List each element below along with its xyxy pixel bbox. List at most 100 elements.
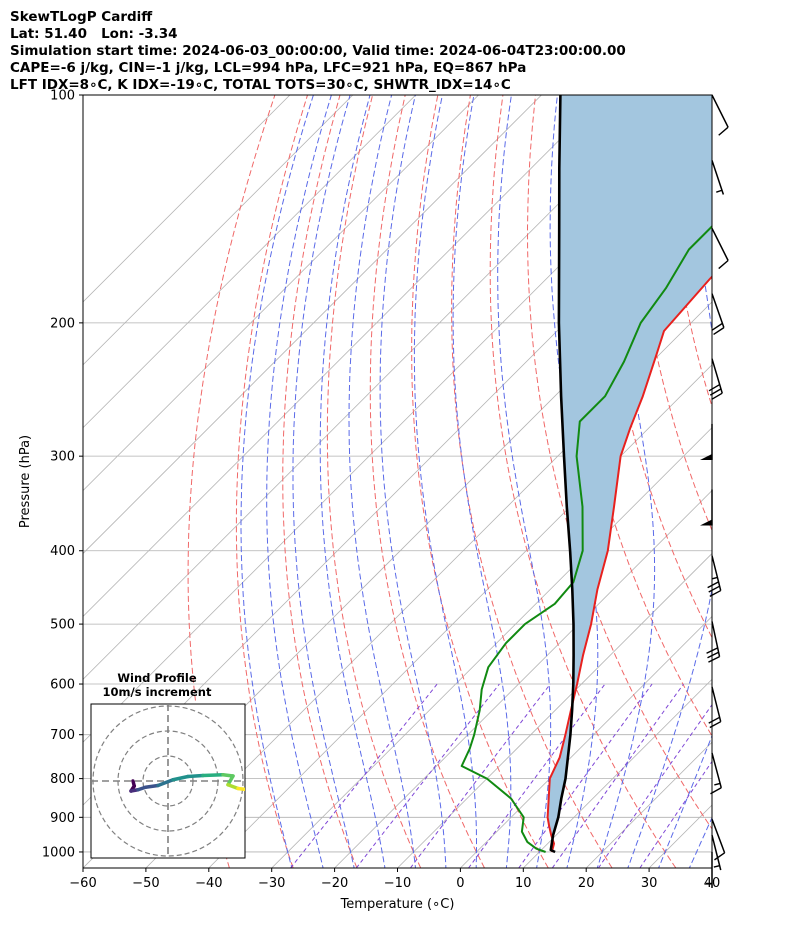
y-axis-label: Pressure (hPa) xyxy=(18,435,33,528)
isotherm-line xyxy=(397,552,712,868)
hodograph-segment xyxy=(143,783,160,789)
dry-adiabat xyxy=(632,95,712,532)
parcel-profile xyxy=(549,95,575,854)
temperature-profile xyxy=(546,275,712,853)
dry-adiabat xyxy=(282,95,358,868)
mixing-ratio-line xyxy=(355,683,500,868)
hodograph-segment xyxy=(236,786,245,792)
wind-barb xyxy=(711,160,725,195)
mixing-ratio-line xyxy=(518,683,653,868)
x-tick-label: −50 xyxy=(132,876,159,891)
x-tick-label: 20 xyxy=(578,876,595,891)
moist-adiabat xyxy=(497,95,552,868)
dry-adiabat xyxy=(764,95,794,868)
location-line: Lat: 51.40 Lon: -3.34 xyxy=(10,26,178,42)
moist-adiabat xyxy=(549,95,599,868)
x-tick-label: −30 xyxy=(258,876,285,891)
dry-adiabat xyxy=(411,95,549,868)
wind-barbs xyxy=(700,94,729,888)
moist-adiabat xyxy=(658,734,712,868)
hodograph-segment xyxy=(171,774,190,782)
mixing-ratio-line xyxy=(639,760,712,868)
wind-barb xyxy=(700,489,713,526)
moist-adiabat xyxy=(452,95,512,868)
y-tick-label: 200 xyxy=(50,316,75,331)
isotherm-line xyxy=(83,95,479,492)
moist-adiabat xyxy=(627,95,712,868)
hodograph-segment xyxy=(186,773,205,779)
mixing-ratio-line xyxy=(597,703,712,868)
wind-barb xyxy=(706,621,721,663)
inset-subtitle: 10m/s increment xyxy=(103,685,212,699)
y-tick-label: 400 xyxy=(50,544,75,559)
wind-barb xyxy=(711,834,722,871)
times-line: Simulation start time: 2024-06-03_00:00:… xyxy=(10,43,626,59)
dry-adiabat xyxy=(326,95,422,868)
x-tick-label: −10 xyxy=(384,876,411,891)
moist-adiabat xyxy=(379,95,447,868)
moist-adiabat xyxy=(348,95,417,868)
y-tick-label: 100 xyxy=(50,89,75,104)
mixing-ratio-line xyxy=(468,683,606,868)
moist-adiabat xyxy=(292,95,355,868)
y-tick-label: 800 xyxy=(50,772,75,787)
dry-adiabat xyxy=(489,95,677,868)
cape-line: CAPE=-6 j/kg, CIN=-1 j/kg, LCL=994 hPa, … xyxy=(10,60,527,76)
isotherm-line xyxy=(271,427,712,868)
isotherm-line xyxy=(460,615,712,868)
moist-adiabat xyxy=(240,95,314,868)
y-tick-label: 500 xyxy=(50,618,75,633)
isotherm-line xyxy=(145,301,712,868)
y-tick-label: 700 xyxy=(50,728,75,743)
isotherm-line xyxy=(83,95,605,617)
dry-adiabat xyxy=(697,95,712,241)
hodograph-segment xyxy=(156,778,175,788)
isotherm-line xyxy=(334,490,712,868)
wind-barb xyxy=(711,227,729,270)
x-tick-label: −60 xyxy=(69,876,96,891)
dry-adiabat xyxy=(235,95,308,868)
dry-adiabat xyxy=(731,95,794,868)
dry-adiabat xyxy=(369,95,485,868)
moist-adiabat xyxy=(266,95,332,868)
plot-area xyxy=(83,95,794,871)
wind-barb xyxy=(711,818,726,861)
cape-shading xyxy=(547,95,712,852)
dry-adiabat xyxy=(526,95,712,830)
y-tick-label: 900 xyxy=(50,811,75,826)
inset-title: Wind Profile xyxy=(117,671,197,685)
x-tick-label: 40 xyxy=(704,876,721,891)
isotherm-line xyxy=(83,95,416,429)
mixing-ratio-line xyxy=(409,683,551,868)
wind-barb xyxy=(711,293,725,336)
x-axis-label: Temperature (∘C) xyxy=(340,897,455,912)
y-tick-label: 600 xyxy=(50,678,75,693)
isotherm-line xyxy=(83,95,354,366)
hodograph-segment xyxy=(226,783,240,791)
y-tick-label: 300 xyxy=(50,450,75,465)
moist-adiabat xyxy=(719,95,794,871)
y-tick-label: 1000 xyxy=(42,845,75,860)
moist-adiabat xyxy=(413,95,477,868)
dewpoint-profile xyxy=(460,224,712,853)
x-tick-label: −20 xyxy=(321,876,348,891)
x-tick-label: −40 xyxy=(195,876,222,891)
wind-barb xyxy=(711,94,729,136)
index-line: LFT IDX=8∘C, K IDX=-19∘C, TOTAL TOTS=30∘… xyxy=(10,77,511,93)
isotherm-line xyxy=(711,867,712,868)
mixing-ratio-line xyxy=(290,683,438,868)
isotherm-line xyxy=(83,95,542,555)
x-tick-label: 0 xyxy=(456,876,464,891)
moist-adiabat xyxy=(319,95,386,868)
wind-barb xyxy=(707,555,722,597)
dry-adiabat xyxy=(451,95,613,868)
chart-title: SkewTLogP Cardiff xyxy=(10,9,153,25)
hodograph-segment xyxy=(201,773,225,778)
wind-barb xyxy=(708,358,723,401)
chart-header: SkewTLogP Cardiff Lat: 51.40 Lon: -3.34 … xyxy=(10,9,626,94)
isotherm-line xyxy=(83,95,668,680)
x-tick-label: 30 xyxy=(641,876,658,891)
isotherm-line xyxy=(83,95,291,303)
